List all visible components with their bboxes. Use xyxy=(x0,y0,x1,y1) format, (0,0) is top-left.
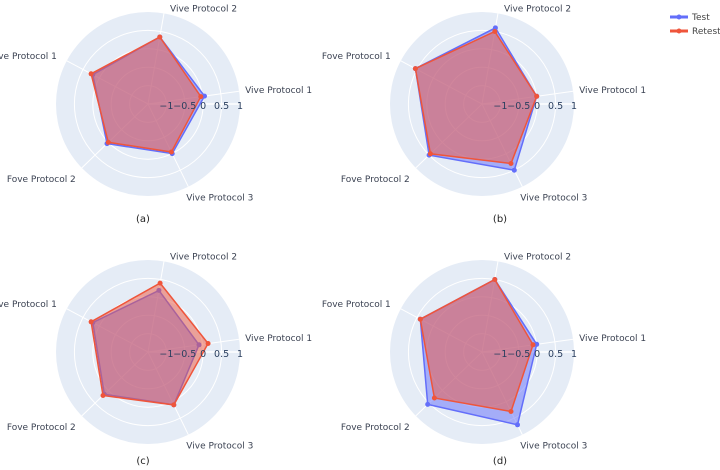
panel-caption: (c) xyxy=(136,456,149,467)
data-point-retest[interactable] xyxy=(431,395,437,401)
axis-label: Fove Protocol 2 xyxy=(7,423,76,433)
radial-tick-label: −0.5 xyxy=(173,101,196,112)
data-point-test[interactable] xyxy=(425,401,431,407)
data-point-retest[interactable] xyxy=(492,29,498,34)
axis-label: Vive Protocol 1 xyxy=(579,86,646,96)
axis-label: Fove Protocol 2 xyxy=(7,175,76,185)
axis-label: Fove Protocol 2 xyxy=(341,175,410,185)
axis-label: Fove Protocol 1 xyxy=(322,52,391,62)
radial-tick-label: 0.5 xyxy=(548,349,563,360)
data-point-retest[interactable] xyxy=(534,93,540,99)
axis-label: Vive Protocol 2 xyxy=(170,252,237,262)
data-point-retest[interactable] xyxy=(157,34,163,40)
data-point-retest[interactable] xyxy=(198,94,204,100)
data-point-retest[interactable] xyxy=(88,319,94,325)
data-point-retest[interactable] xyxy=(492,277,498,282)
data-point-retest[interactable] xyxy=(168,149,174,155)
data-point-retest[interactable] xyxy=(157,280,163,286)
panel-caption: (d) xyxy=(493,456,507,467)
axis-label: Fove Protocol 1 xyxy=(322,300,391,310)
axis-label: Vive Protocol 3 xyxy=(520,442,587,452)
legend-marker-retest xyxy=(676,28,682,34)
radial-tick-label: −1 xyxy=(493,101,507,112)
data-point-test[interactable] xyxy=(511,167,517,173)
series-retest xyxy=(417,277,536,414)
radial-tick-label: 1 xyxy=(237,349,243,360)
radial-tick-label: 0.5 xyxy=(214,101,229,112)
data-point-retest[interactable] xyxy=(530,342,536,348)
legend-label-test: Test xyxy=(691,13,710,23)
radial-tick-label: −1 xyxy=(159,101,173,112)
series-area-retest xyxy=(419,278,534,413)
radial-tick-label: 0.5 xyxy=(548,101,563,112)
axis-label: Vive Protocol 2 xyxy=(170,4,237,14)
data-point-retest[interactable] xyxy=(171,402,177,408)
data-point-retest[interactable] xyxy=(508,409,514,414)
axis-label: Vive Protocol 1 xyxy=(245,86,312,96)
axis-label: Fove Protocol 1 xyxy=(0,300,57,310)
radial-tick-label: −1 xyxy=(159,349,173,360)
data-point-test[interactable] xyxy=(534,341,540,347)
radial-tick-label: 0.5 xyxy=(214,349,229,360)
radial-tick-label: −0.5 xyxy=(173,349,196,360)
data-point-retest[interactable] xyxy=(417,316,423,322)
axis-label: Fove Protocol 1 xyxy=(0,52,57,62)
data-point-retest[interactable] xyxy=(88,71,94,77)
series-retest xyxy=(88,280,211,408)
series-area-retest xyxy=(414,30,538,165)
data-point-test[interactable] xyxy=(202,93,207,99)
radial-tick-label: −1 xyxy=(493,349,507,360)
legend-marker-test xyxy=(676,14,682,20)
panel-caption: (b) xyxy=(493,214,507,225)
radial-tick-label: 0 xyxy=(534,101,540,112)
series-area-retest xyxy=(90,282,209,406)
radial-tick-label: −0.5 xyxy=(507,101,530,112)
axis-label: Vive Protocol 1 xyxy=(579,334,646,344)
radial-tick-label: −0.5 xyxy=(507,349,530,360)
radial-tick-label: 1 xyxy=(237,101,243,112)
legend-label-retest: Retest xyxy=(692,27,720,37)
radial-tick-label: 0 xyxy=(200,349,206,360)
radial-tick-label: 0 xyxy=(534,349,540,360)
series-area-retest xyxy=(90,36,202,153)
axis-label: Vive Protocol 1 xyxy=(245,334,312,344)
axis-label: Vive Protocol 3 xyxy=(186,194,253,204)
data-point-retest[interactable] xyxy=(205,341,211,346)
data-point-retest[interactable] xyxy=(412,66,418,72)
legend-item-retest[interactable]: Retest xyxy=(670,27,720,37)
legend-item-test[interactable]: Test xyxy=(670,13,710,23)
radial-tick-label: 1 xyxy=(571,349,577,360)
axis-label: Vive Protocol 2 xyxy=(504,4,571,14)
axis-label: Vive Protocol 2 xyxy=(504,252,571,262)
series-retest xyxy=(88,34,204,155)
data-point-test[interactable] xyxy=(515,422,520,428)
legend: Test Retest xyxy=(670,13,720,37)
axis-label: Fove Protocol 2 xyxy=(341,423,410,433)
radial-tick-label: 1 xyxy=(571,101,577,112)
data-point-retest[interactable] xyxy=(105,139,111,145)
data-point-retest[interactable] xyxy=(508,161,514,166)
data-point-retest[interactable] xyxy=(100,393,106,398)
axis-label: Vive Protocol 3 xyxy=(520,194,587,204)
series-retest xyxy=(412,29,540,166)
axis-label: Vive Protocol 3 xyxy=(186,442,253,452)
panel-caption: (a) xyxy=(136,214,150,225)
data-point-retest[interactable] xyxy=(427,151,433,157)
radial-tick-label: 0 xyxy=(200,101,206,112)
